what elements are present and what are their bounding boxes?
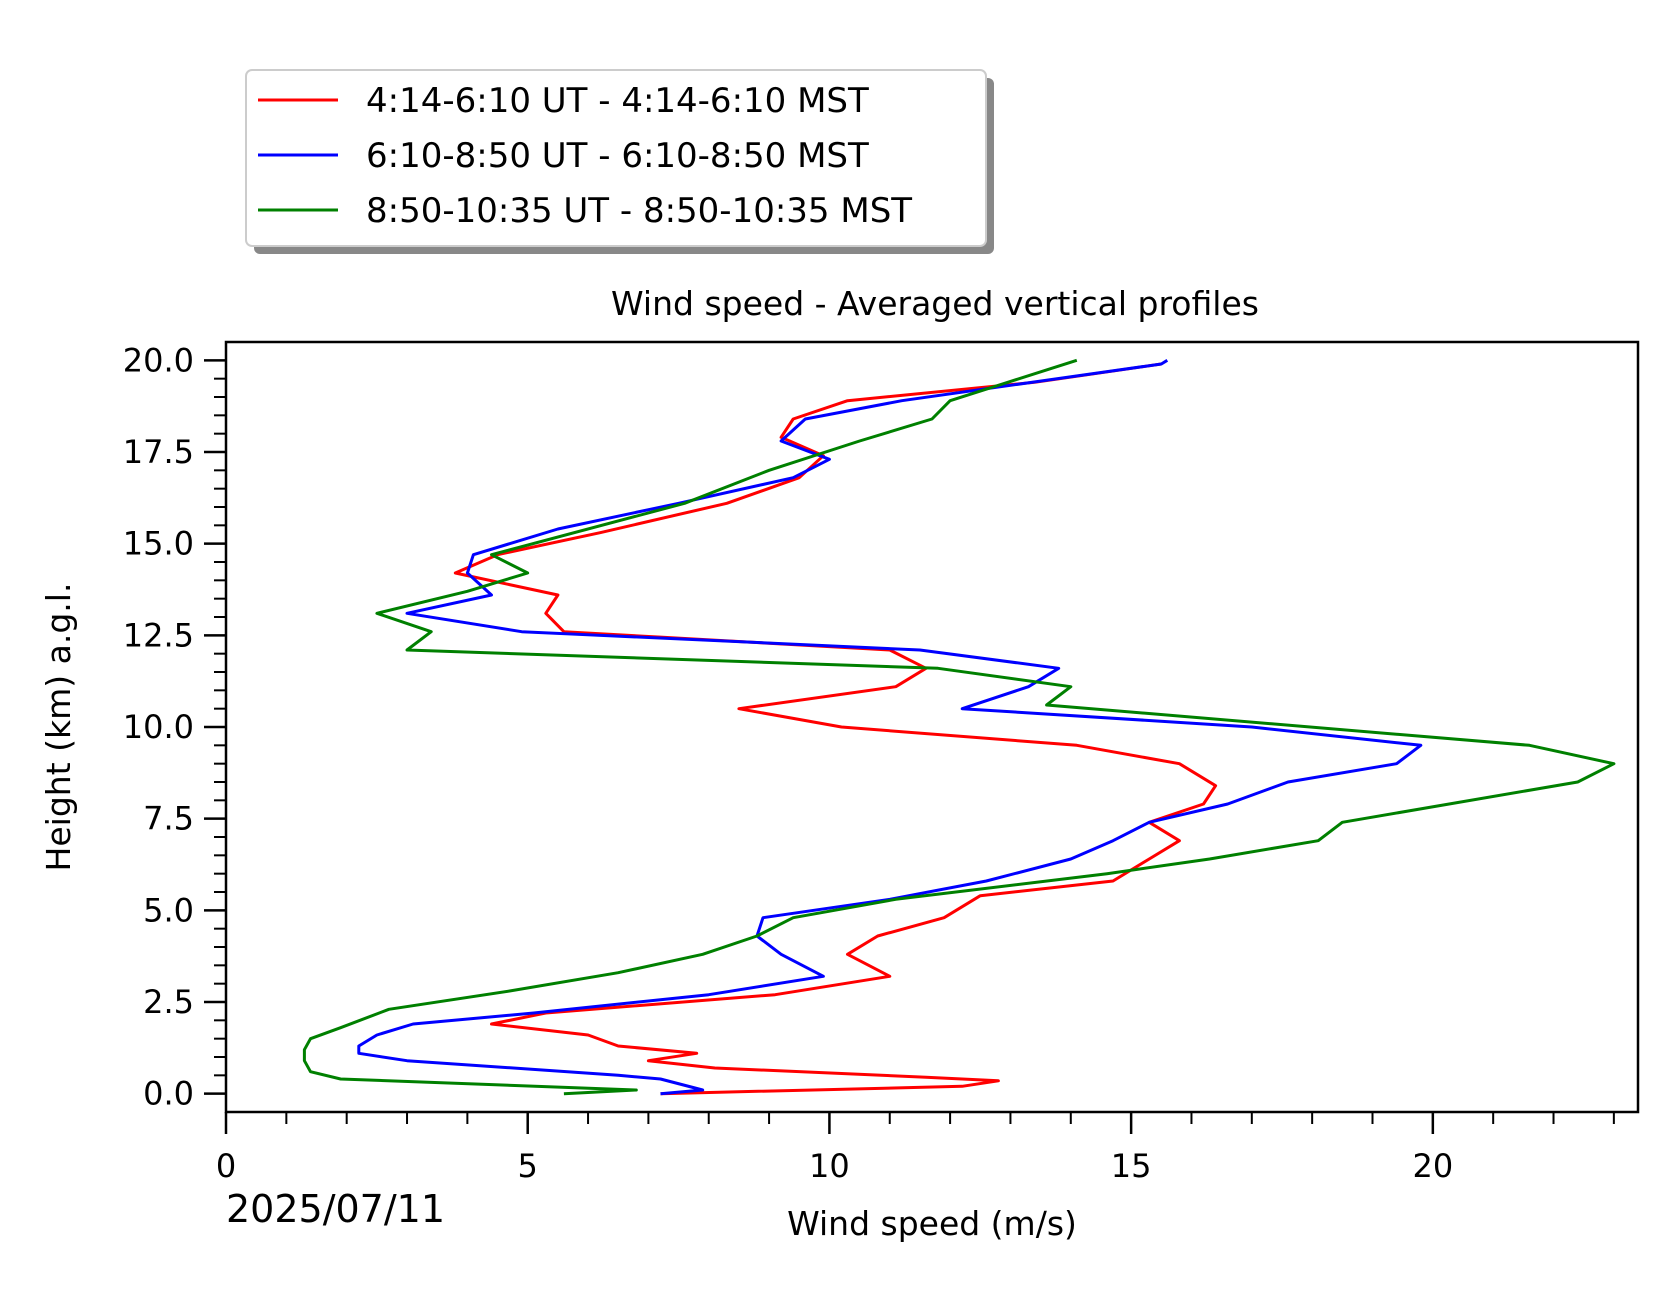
y-tick-label: 10.0 — [123, 708, 194, 746]
y-tick-label: 20.0 — [123, 341, 194, 379]
y-tick-label: 2.5 — [143, 983, 194, 1021]
y-tick-label: 17.5 — [123, 433, 194, 471]
series-layer — [302, 358, 1616, 1096]
y-axis: 0.0 2.5 5.0 7.5 10.0 12.5 15.0 17.5 20.0 — [123, 341, 226, 1113]
x-tick-label: 10 — [809, 1147, 850, 1185]
plot-frame — [224, 340, 1640, 1114]
x-axis: 0 5 10 15 20 — [216, 1112, 1615, 1185]
x-tick-label: 5 — [518, 1147, 538, 1185]
chart-title: Wind speed - Averaged vertical profiles — [611, 284, 1259, 323]
y-tick-label: 12.5 — [123, 616, 194, 654]
legend-label-2: 6:10-8:50 UT - 6:10-8:50 MST — [366, 136, 869, 176]
y-tick-label: 15.0 — [123, 525, 194, 563]
y-tick-label: 0.0 — [143, 1075, 194, 1113]
series-line-1 — [453, 362, 1218, 1096]
x-axis-label: Wind speed (m/s) — [787, 1204, 1077, 1243]
x-tick-label: 0 — [216, 1147, 236, 1185]
plot-area — [224, 340, 1640, 1114]
legend-label-1: 4:14-6:10 UT - 4:14-6:10 MST — [366, 81, 869, 121]
x-tick-label: 15 — [1111, 1147, 1152, 1185]
x-tick-label: 20 — [1412, 1147, 1453, 1185]
y-axis-label: Height (km) a.g.l. — [39, 583, 78, 872]
y-tick-label: 7.5 — [143, 800, 194, 838]
legend-label-3: 8:50-10:35 UT - 8:50-10:35 MST — [366, 191, 912, 231]
series-line-2 — [357, 359, 1423, 1096]
legend: 4:14-6:10 UT - 4:14-6:10 MST 6:10-8:50 UT… — [245, 69, 994, 254]
y-tick-label: 5.0 — [143, 891, 194, 929]
date-label: 2025/07/11 — [226, 1187, 445, 1231]
legend-items: 4:14-6:10 UT - 4:14-6:10 MST 6:10-8:50 UT… — [258, 81, 912, 231]
series-line-3 — [302, 358, 1616, 1096]
legend-box — [245, 69, 987, 247]
